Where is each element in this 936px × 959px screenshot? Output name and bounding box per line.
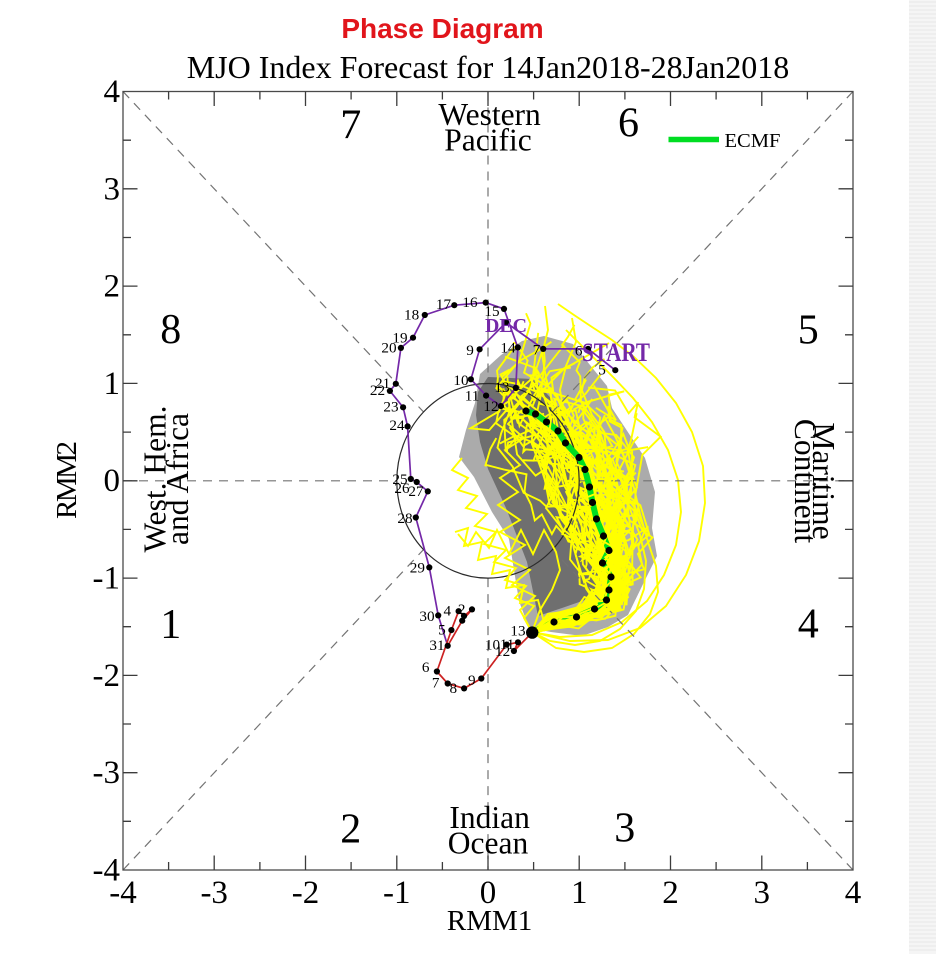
svg-text:6: 6 xyxy=(575,342,583,359)
svg-text:20: 20 xyxy=(381,340,397,357)
svg-text:4: 4 xyxy=(845,875,862,911)
svg-text:13: 13 xyxy=(494,379,509,396)
svg-text:26: 26 xyxy=(394,480,410,497)
svg-text:25: 25 xyxy=(392,471,407,488)
svg-text:28: 28 xyxy=(397,510,413,527)
svg-text:16: 16 xyxy=(462,294,478,311)
svg-text:-2: -2 xyxy=(93,658,121,694)
svg-text:9: 9 xyxy=(468,672,476,689)
svg-text:MJO Index Forecast for 14Jan20: MJO Index Forecast for 14Jan2018-28Jan20… xyxy=(187,49,790,85)
svg-text:10: 10 xyxy=(453,372,469,389)
svg-text:4: 4 xyxy=(444,603,452,620)
svg-text:Western: Western xyxy=(438,97,541,132)
svg-text:3: 3 xyxy=(104,171,121,207)
svg-text:2: 2 xyxy=(340,807,361,853)
svg-text:ECMF: ECMF xyxy=(725,130,781,152)
svg-text:14: 14 xyxy=(500,340,516,357)
svg-text:Maritime: Maritime xyxy=(806,422,841,539)
svg-text:West. Hem.: West. Hem. xyxy=(138,405,173,552)
svg-text:3: 3 xyxy=(754,875,771,911)
svg-text:21: 21 xyxy=(375,375,390,392)
svg-text:Pacific: Pacific xyxy=(444,122,531,157)
svg-text:0: 0 xyxy=(104,463,121,499)
svg-text:2: 2 xyxy=(458,601,466,618)
svg-text:7: 7 xyxy=(533,342,541,359)
svg-text:22: 22 xyxy=(370,382,385,399)
svg-text:18: 18 xyxy=(404,307,420,324)
svg-text:12: 12 xyxy=(483,398,498,415)
svg-text:11: 11 xyxy=(500,636,515,653)
svg-text:30: 30 xyxy=(419,608,435,625)
svg-text:0: 0 xyxy=(480,875,497,911)
svg-text:8: 8 xyxy=(450,680,458,697)
svg-text:12: 12 xyxy=(495,643,510,660)
svg-text:8: 8 xyxy=(160,307,181,353)
svg-text:and Africa: and Africa xyxy=(160,413,195,545)
svg-text:Continent: Continent xyxy=(788,419,823,543)
svg-text:1: 1 xyxy=(104,366,121,402)
svg-text:17: 17 xyxy=(436,296,452,313)
svg-text:2: 2 xyxy=(104,269,121,305)
svg-text:-4: -4 xyxy=(109,875,137,911)
svg-text:7: 7 xyxy=(432,675,440,692)
svg-text:3: 3 xyxy=(614,806,635,852)
svg-text:13: 13 xyxy=(510,623,525,640)
svg-text:9: 9 xyxy=(466,342,474,359)
svg-text:7: 7 xyxy=(340,102,361,148)
svg-text:5: 5 xyxy=(798,308,819,354)
svg-text:-2: -2 xyxy=(292,875,320,911)
svg-text:1: 1 xyxy=(160,602,181,648)
svg-text:-4: -4 xyxy=(93,853,121,889)
svg-text:4: 4 xyxy=(104,74,121,110)
svg-text:4: 4 xyxy=(798,602,819,648)
svg-text:31: 31 xyxy=(429,637,444,654)
svg-text:23: 23 xyxy=(383,399,398,416)
svg-text:-1: -1 xyxy=(383,875,411,911)
svg-text:RMM1: RMM1 xyxy=(447,905,532,937)
svg-text:24: 24 xyxy=(389,417,405,434)
svg-text:6: 6 xyxy=(618,101,639,147)
svg-text:START: START xyxy=(582,338,650,367)
svg-text:27: 27 xyxy=(408,483,424,500)
svg-text:-3: -3 xyxy=(200,875,228,911)
svg-text:5: 5 xyxy=(438,621,446,638)
svg-text:-3: -3 xyxy=(93,755,121,791)
svg-text:15: 15 xyxy=(484,303,499,320)
svg-text:-1: -1 xyxy=(93,561,121,597)
svg-text:1: 1 xyxy=(571,875,588,911)
svg-text:29: 29 xyxy=(410,560,425,577)
svg-text:19: 19 xyxy=(392,329,407,346)
svg-text:Phase Diagram: Phase Diagram xyxy=(341,13,543,44)
svg-text:Indian: Indian xyxy=(449,800,530,835)
svg-text:2: 2 xyxy=(662,875,679,911)
svg-text:5: 5 xyxy=(598,362,606,379)
svg-text:6: 6 xyxy=(422,659,430,676)
svg-text:DEC: DEC xyxy=(485,315,527,337)
svg-text:10: 10 xyxy=(485,637,501,654)
svg-text:Ocean: Ocean xyxy=(448,825,529,860)
svg-text:11: 11 xyxy=(465,388,480,405)
svg-text:RMM2: RMM2 xyxy=(51,441,83,519)
